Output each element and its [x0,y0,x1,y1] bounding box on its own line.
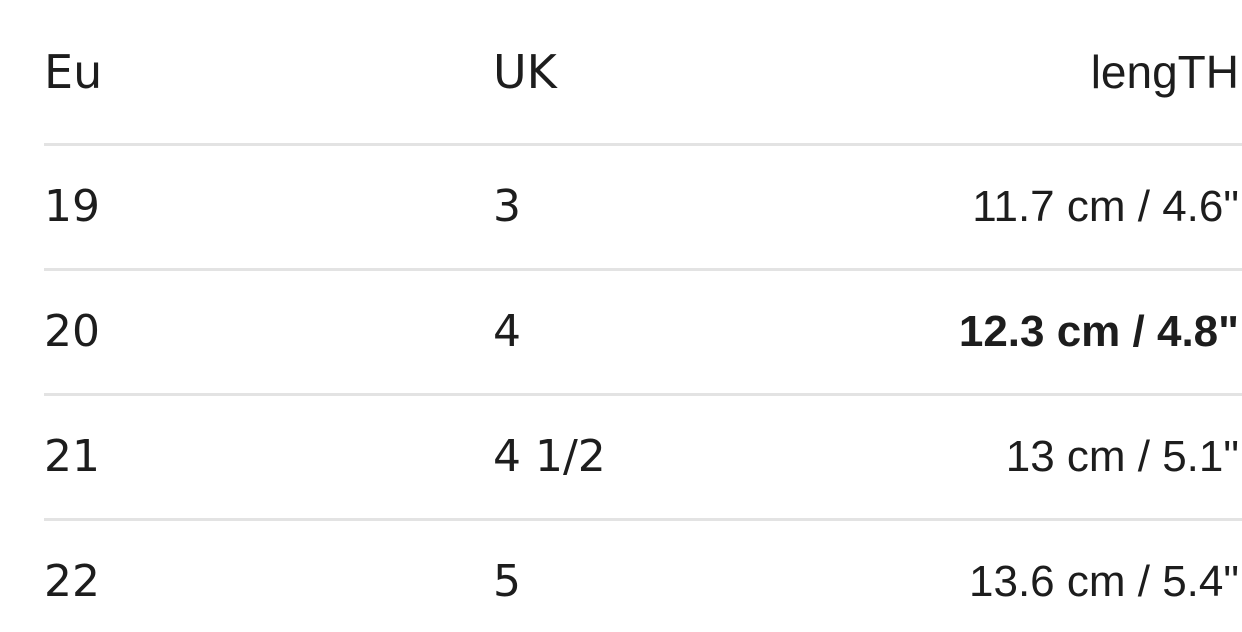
cell-eu: 22 [44,556,100,607]
column-header-length: lengTH [1090,45,1239,98]
table-row: 22 5 13.6 cm / 5.4" [44,521,1242,632]
table-row: 21 4 1/2 13 cm / 5.1" [44,396,1242,521]
cell-length: 13.6 cm / 5.4" [969,557,1239,606]
table-row: 20 4 12.3 cm / 4.8" [44,271,1242,396]
table-header-row: Eu UK lengTH [44,0,1242,146]
column-header-uk: UK [493,44,557,99]
cell-length-emphasized: 12.3 cm / 4.8" [958,307,1239,356]
cell-uk: 4 [493,306,521,357]
cell-uk: 4 1/2 [493,431,606,482]
cell-eu: 21 [44,431,100,482]
size-chart-table: Eu UK lengTH 19 3 11.7 cm / 4.6" 20 4 12… [44,0,1242,632]
cell-uk: 3 [493,181,521,232]
cell-uk: 5 [493,556,521,607]
cell-length: 13 cm / 5.1" [1005,432,1239,481]
cell-length: 11.7 cm / 4.6" [972,182,1239,231]
cell-eu: 20 [44,306,100,357]
column-header-eu: Eu [44,44,103,99]
table-row: 19 3 11.7 cm / 4.6" [44,146,1242,271]
cell-eu: 19 [44,181,100,232]
